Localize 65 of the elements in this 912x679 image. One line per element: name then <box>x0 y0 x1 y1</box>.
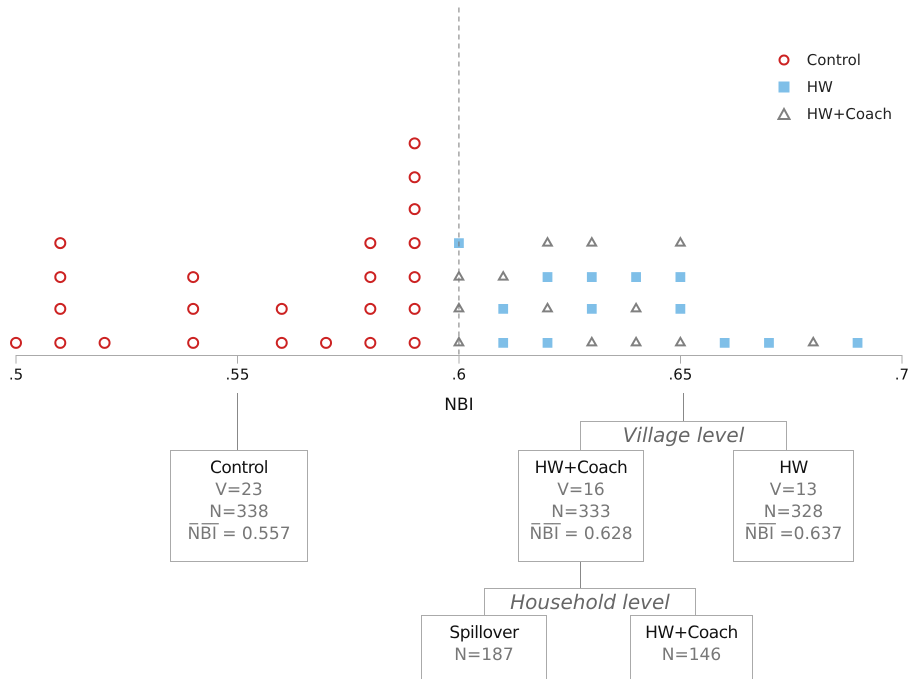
point <box>54 302 66 315</box>
point <box>10 336 22 349</box>
point <box>320 336 332 349</box>
point <box>454 302 464 312</box>
point <box>408 137 421 150</box>
point <box>542 338 552 348</box>
point <box>454 238 464 248</box>
point <box>542 237 553 247</box>
text: HW+Coach V=16 N=333 N̅B̅I̅ = 0.628 <box>528 457 634 545</box>
point <box>675 272 686 282</box>
point <box>631 272 641 282</box>
point <box>586 336 598 346</box>
x-axis-title: NBI <box>444 395 474 416</box>
point <box>364 336 376 349</box>
text: Household level <box>509 589 671 615</box>
legend-label: Control <box>806 50 861 68</box>
point <box>276 336 288 349</box>
point <box>187 271 200 284</box>
point <box>498 338 508 348</box>
x-tick-label: .55 <box>226 365 250 384</box>
point <box>542 272 552 282</box>
point <box>454 271 464 281</box>
point <box>675 304 686 314</box>
point <box>808 336 819 346</box>
legend-label: HW+Coach <box>806 104 892 122</box>
point <box>364 271 376 284</box>
point <box>630 302 642 312</box>
point <box>54 237 66 250</box>
text: HW V=13 N=328 N̅B̅I̅ =0.637 <box>744 457 844 545</box>
point <box>498 271 509 281</box>
text: Control V=23 N=338 N̅B̅I̅ = 0.557 <box>186 457 292 545</box>
legend-label: HW <box>806 78 833 96</box>
point <box>630 336 642 346</box>
point <box>187 336 200 349</box>
x-tick-label: .65 <box>668 365 692 384</box>
point <box>720 338 730 348</box>
point <box>98 336 111 349</box>
point <box>408 302 421 315</box>
point <box>276 302 288 315</box>
text: Spillover N=187 <box>448 622 520 666</box>
point <box>675 237 686 247</box>
text: Village level <box>622 422 746 448</box>
point <box>498 304 508 314</box>
point <box>675 336 686 346</box>
point <box>586 237 598 247</box>
x-tick-label: .5 <box>8 365 24 384</box>
point <box>408 237 421 250</box>
point <box>54 336 66 349</box>
point <box>454 336 464 346</box>
point <box>852 338 862 348</box>
point <box>542 302 553 312</box>
point <box>408 203 421 216</box>
point <box>408 336 421 349</box>
x-tick-label: .7 <box>894 365 909 384</box>
point <box>408 271 421 284</box>
x-tick-label: .6 <box>452 365 466 384</box>
text: HW+Coach N=146 <box>644 622 739 666</box>
point <box>54 271 66 284</box>
point <box>408 171 421 184</box>
point <box>364 302 376 315</box>
point <box>364 237 376 250</box>
point <box>586 304 597 314</box>
point <box>586 272 597 282</box>
point <box>764 338 774 348</box>
point <box>187 302 200 315</box>
